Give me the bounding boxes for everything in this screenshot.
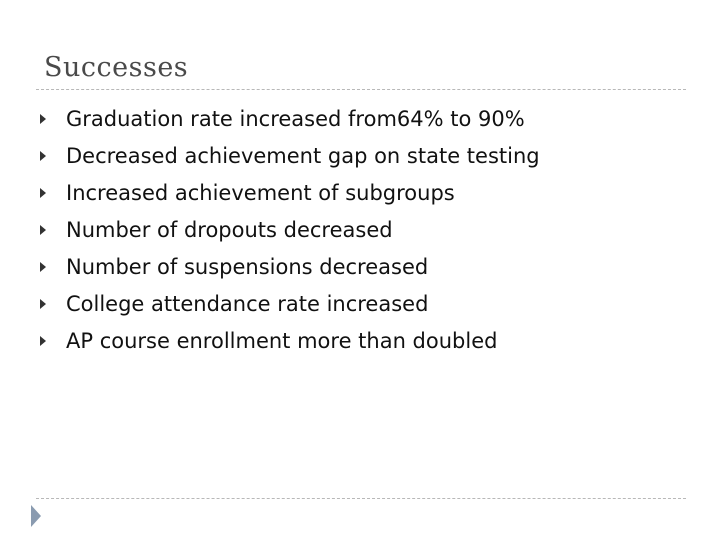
triangle-bullet-icon — [40, 150, 46, 161]
bullet-text: Graduation rate increased from64% to 90% — [66, 106, 525, 131]
triangle-bullet-icon — [40, 261, 46, 272]
list-item: Graduation rate increased from64% to 90% — [40, 100, 540, 137]
list-item: AP course enrollment more than doubled — [40, 322, 540, 359]
bullet-text: Decreased achievement gap on state testi… — [66, 143, 540, 168]
bullet-text: Increased achievement of subgroups — [66, 180, 455, 205]
bullet-list: Graduation rate increased from64% to 90%… — [40, 100, 540, 359]
triangle-bullet-icon — [40, 113, 46, 124]
list-item: Number of suspensions decreased — [40, 248, 540, 285]
triangle-bullet-icon — [40, 187, 46, 198]
corner-triangle-icon — [31, 505, 41, 527]
triangle-bullet-icon — [40, 298, 46, 309]
list-item: Increased achievement of subgroups — [40, 174, 540, 211]
triangle-bullet-icon — [40, 335, 46, 346]
footer-divider — [36, 498, 686, 499]
bullet-text: Number of suspensions decreased — [66, 254, 429, 279]
bullet-text: Number of dropouts decreased — [66, 217, 393, 242]
triangle-bullet-icon — [40, 224, 46, 235]
list-item: Decreased achievement gap on state testi… — [40, 137, 540, 174]
list-item: Number of dropouts decreased — [40, 211, 540, 248]
bullet-text: College attendance rate increased — [66, 291, 429, 316]
list-item: College attendance rate increased — [40, 285, 540, 322]
title-divider — [36, 89, 686, 90]
bullet-text: AP course enrollment more than doubled — [66, 328, 498, 353]
slide-title: Successes — [44, 52, 189, 83]
